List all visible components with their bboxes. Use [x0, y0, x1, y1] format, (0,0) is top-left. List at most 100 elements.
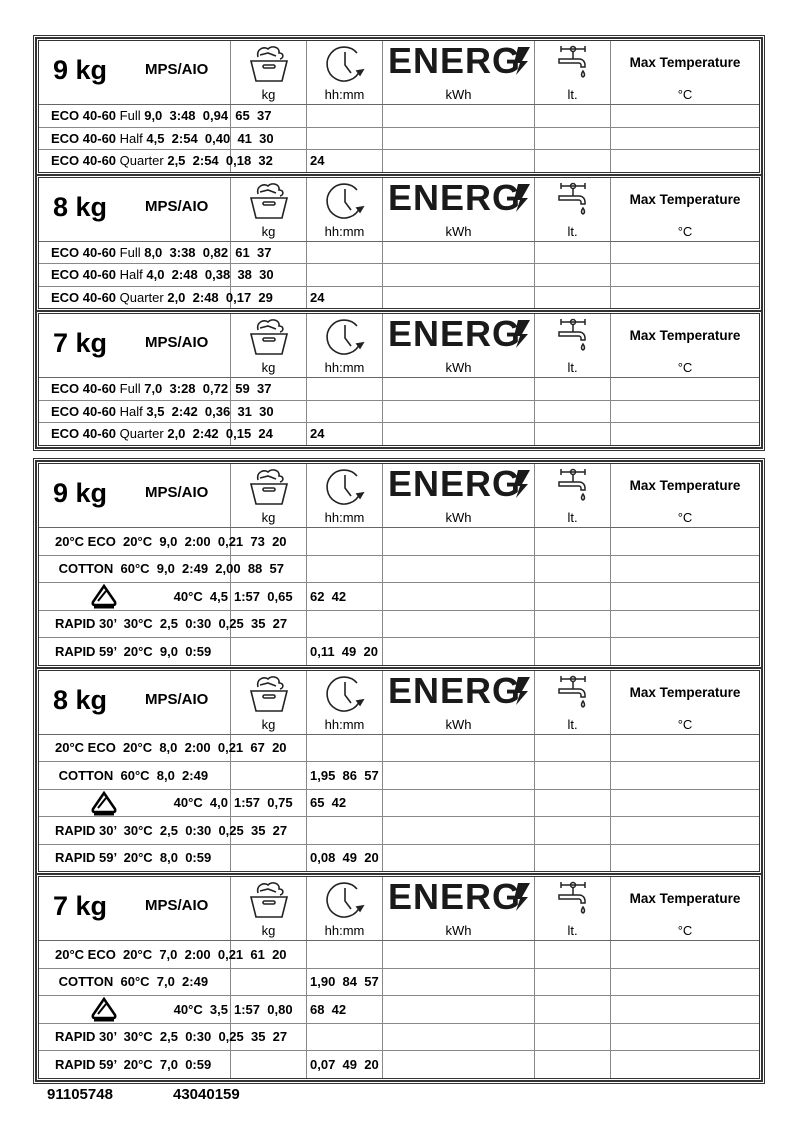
- table-cell: ECO 40-60 Quarter 2,0 2:42 0,15 24: [39, 423, 273, 445]
- max-temperature-label: Max Temperature: [629, 191, 741, 207]
- capacity-cell: 9 kg MPS/AIO: [39, 464, 231, 527]
- unit-label: kg: [261, 360, 276, 375]
- max-temperature-label: Max Temperature: [629, 478, 741, 493]
- table-row: COTTON 60°C 7,0 2:49 1,90 84 57: [39, 968, 759, 996]
- table-row: ECO 40-60 Full 8,0 3:38 0,82 61 37: [39, 241, 759, 264]
- capacity-block: 9 kg MPS/AIO kg hh:mm ENERG kWh lt. Max Tempera…: [36, 38, 762, 175]
- header-cell: ENERG kWh: [383, 313, 535, 377]
- table-cell: [535, 996, 611, 1023]
- capacity-cell: 8 kg MPS/AIO: [39, 177, 231, 241]
- table-cell: RAPID 59’ 20°C 9,0 0:59: [39, 638, 231, 665]
- row-text: ECO 40-60: [51, 244, 120, 260]
- table-cell: [307, 528, 383, 555]
- table-cell: [611, 762, 759, 789]
- max-temperature-unit: °C: [677, 716, 693, 732]
- max-temperature-unit: °C: [677, 223, 693, 239]
- table-cell: 20°C ECO 20°C 8,0 2:00 0,21 67 20: [39, 734, 287, 761]
- row-text: 20°C ECO 20°C 8,0 2:00 0,21 67 20: [55, 740, 287, 756]
- header-cell: hh:mm: [307, 177, 383, 241]
- row-text: ECO 40-60: [51, 153, 120, 169]
- table-row: ECO 40-60 Half 4,0 2:48 0,38 38 30: [39, 264, 759, 287]
- capacity-label: 7 kg: [53, 891, 108, 921]
- row-text: ECO 40-60: [51, 130, 120, 146]
- table-cell: [611, 105, 759, 127]
- table-cell: ECO 40-60 Half 4,5 2:54 0,40 41 30: [39, 127, 274, 149]
- water-tap-icon: [553, 879, 593, 924]
- max-temperature-cell: Max Temperature °C: [611, 314, 759, 377]
- table-cell: [535, 264, 611, 286]
- table-cell: [307, 127, 383, 149]
- header-cell: ENERG kWh: [383, 177, 535, 241]
- row-text: ECO 40-60: [51, 426, 120, 442]
- table-cell: [231, 127, 307, 149]
- row-text: COTTON 60°C 8,0 2:49: [55, 767, 209, 783]
- table-cell: [535, 286, 611, 308]
- table-cell: [383, 555, 535, 582]
- model-label: MPS/AIO: [145, 897, 209, 914]
- table-cell: [535, 105, 611, 127]
- water-tap-icon: [553, 180, 593, 225]
- block-header: 9 kg MPS/AIO kg hh:mm ENERG kWh lt. Max Tempera…: [39, 463, 759, 528]
- row-text: Half: [119, 130, 147, 146]
- unit-label: kg: [261, 923, 276, 938]
- header-cell: lt.: [535, 670, 611, 734]
- row-text: RAPID 30’ 30°C 2,5 0:30 0,25 35 27: [55, 1029, 288, 1045]
- max-temperature-label: Max Temperature: [629, 891, 741, 906]
- table-cell: [231, 150, 307, 172]
- table-cell: [611, 378, 759, 400]
- table-cell: [535, 150, 611, 172]
- laundry-basket-icon: [246, 180, 292, 227]
- table-cell: 1:57 0,65: [231, 583, 307, 610]
- table-cell: [383, 968, 535, 995]
- table-group: 9 kg MPS/AIO kg hh:mm ENERG kWh lt. Max Tempera…: [33, 35, 765, 451]
- table-cell: [611, 287, 759, 309]
- row-text: RAPID 59’ 20°C 9,0 0:59: [55, 643, 212, 659]
- table-cell: 62 42: [307, 583, 383, 610]
- table-cell: 20°C ECO 20°C 7,0 2:00 0,21 61 20: [39, 941, 287, 968]
- row-text: Half: [119, 403, 147, 419]
- table-cell: RAPID 30’ 30°C 2,5 0:30 0,25 35 27: [39, 610, 287, 637]
- energy-logo: ENERG: [384, 177, 534, 223]
- header-cell: ENERG kWh: [383, 463, 535, 527]
- table-cell: [611, 611, 759, 638]
- row-text: 2,0 2:42 0,15 24: [167, 426, 273, 442]
- block-header: 8 kg MPS/AIO kg hh:mm ENERG kWh lt. Max Tempera…: [39, 670, 759, 735]
- table-cell: [611, 242, 759, 264]
- table-cell: ECO 40-60 Half 3,5 2:42 0,36 31 30: [39, 400, 274, 422]
- header-cell: lt.: [535, 464, 611, 527]
- table-cell: [383, 583, 535, 610]
- unit-label: kWh: [445, 223, 472, 239]
- table-cell: [383, 996, 535, 1023]
- table-cell: [231, 968, 307, 995]
- table-cell: [383, 423, 535, 445]
- energy-logo: ENERG: [384, 40, 534, 86]
- clock-icon: [323, 316, 367, 365]
- clock-icon: [323, 43, 367, 92]
- table-row: RAPID 59’ 20°C 9,0 0:59 0,11 49 20: [39, 638, 759, 665]
- table-cell: [307, 241, 383, 263]
- unit-label: hh:mm: [324, 510, 365, 525]
- table-cell: [383, 241, 535, 263]
- table-cell: 1:57 0,80: [231, 996, 307, 1023]
- table-cell: [611, 941, 759, 968]
- table-cell: 40°C 4,5: [39, 583, 231, 610]
- row-text: 40°C 4,0: [173, 795, 228, 811]
- table-row: RAPID 30’ 30°C 2,5 0:30 0,25 35 27: [39, 1023, 759, 1051]
- table-row: RAPID 59’ 20°C 8,0 0:59 0,08 49 20: [39, 844, 759, 871]
- table-row: ECO 40-60 Quarter 2,0 2:48 0,17 29 24: [39, 286, 759, 309]
- max-temperature-unit: °C: [677, 87, 693, 102]
- table-cell: ECO 40-60 Half 4,0 2:48 0,38 38 30: [39, 264, 274, 286]
- table-row: ECO 40-60 Half 3,5 2:42 0,36 31 30: [39, 400, 759, 423]
- row-text: ECO 40-60: [51, 403, 120, 419]
- table-row: 40°C 4,5 1:57 0,65 62 42: [39, 583, 759, 611]
- table-cell: [383, 286, 535, 308]
- table-cell: [231, 378, 307, 400]
- row-text: RAPID 30’ 30°C 2,5 0:30 0,25 35 27: [55, 822, 288, 838]
- capacity-block: 8 kg MPS/AIO kg hh:mm ENERG kWh lt. Max Tempera…: [36, 667, 762, 874]
- table-cell: [307, 378, 383, 400]
- table-group: 9 kg MPS/AIO kg hh:mm ENERG kWh lt. Max Tempera…: [33, 458, 765, 1084]
- row-text: Quarter: [119, 426, 168, 442]
- row-text: 24: [310, 426, 325, 442]
- table-cell: [611, 401, 759, 423]
- table-row: 20°C ECO 20°C 7,0 2:00 0,21 61 20: [39, 941, 759, 969]
